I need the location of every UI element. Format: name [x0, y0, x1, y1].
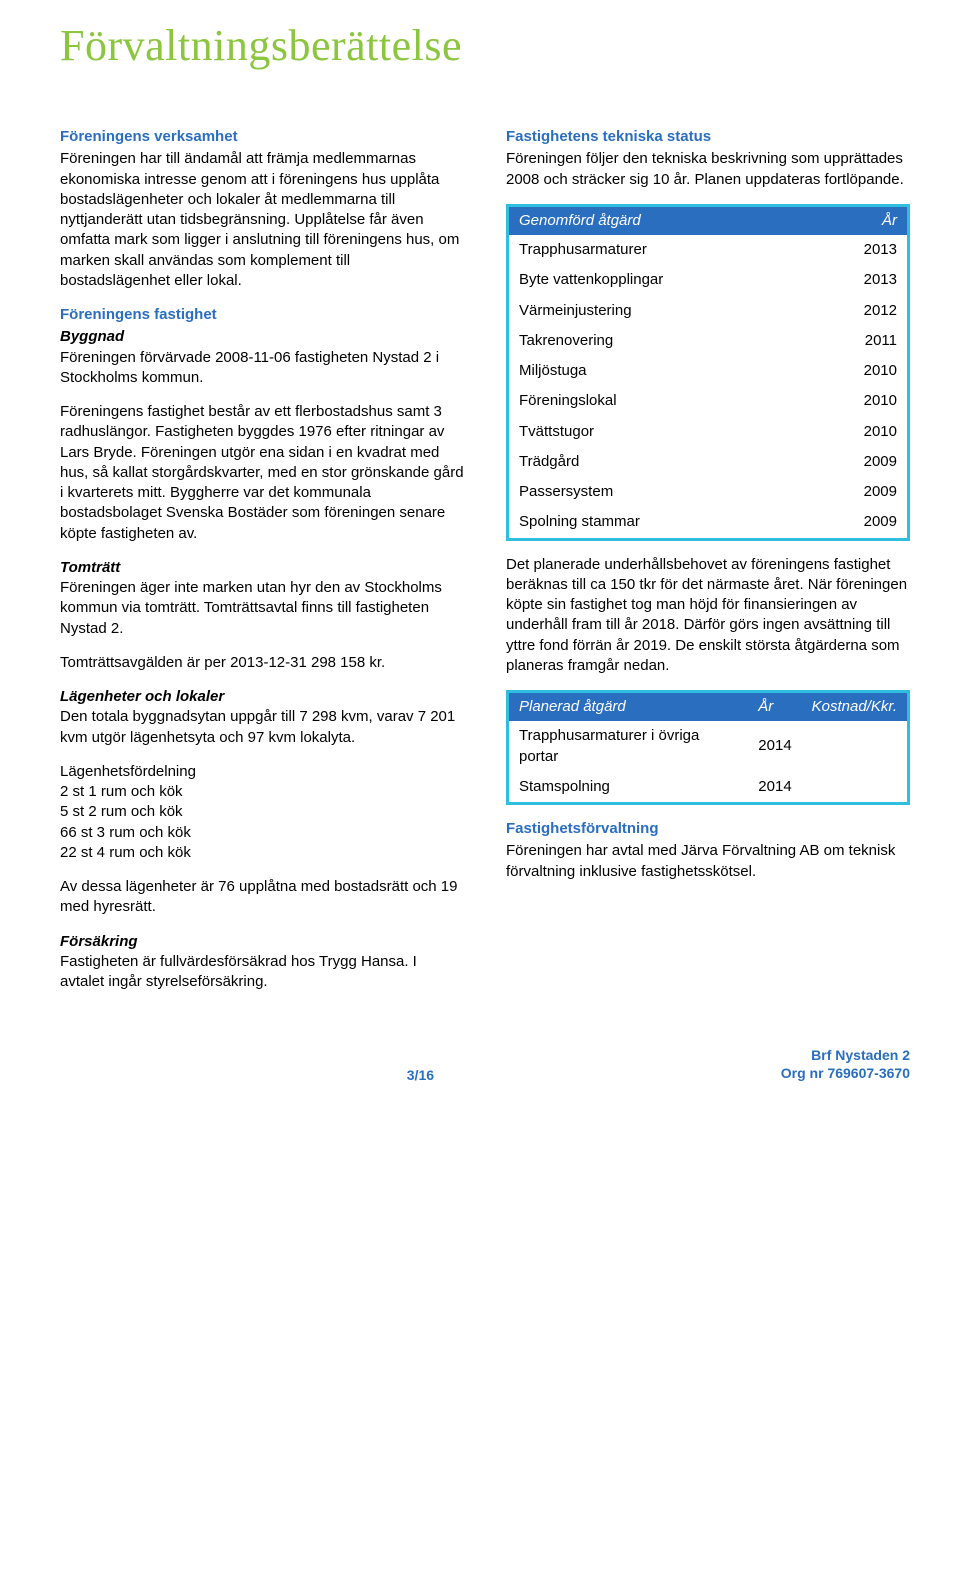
table-row: Trapphusarmaturer i övriga portar2014 [508, 721, 909, 772]
subheading-forsakring: Försäkring [60, 932, 464, 952]
table-header: År [809, 205, 909, 235]
body-text: Den totala byggnadsytan uppgår till 7 29… [60, 707, 464, 748]
page-title: Förvaltningsberättelse [60, 20, 910, 71]
table-row: Takrenovering2011 [508, 326, 909, 356]
page: Förvaltningsberättelse Föreningens verks… [0, 0, 960, 1123]
section-heading-forvaltning: Fastighetsförvaltning [506, 819, 910, 839]
table-header: Planerad åtgärd [508, 692, 749, 722]
completed-actions-table: Genomförd åtgärd År Trapphusarmaturer201… [506, 204, 910, 541]
left-column: Föreningens verksamhet Föreningen har ti… [60, 127, 464, 1006]
body-text: Föreningen har till ändamål att främja m… [60, 149, 464, 291]
planned-actions-table: Planerad åtgärd År Kostnad/Kkr. Trapphus… [506, 690, 910, 805]
body-text: Föreningen följer den tekniska beskrivni… [506, 149, 910, 190]
apartments-breakdown: Lägenhetsfördelning 2 st 1 rum och kök 5… [60, 762, 464, 863]
body-text: Föreningen äger inte marken utan hyr den… [60, 578, 464, 639]
org-number: Org nr 769607-3670 [781, 1064, 910, 1082]
right-column: Fastighetens tekniska status Föreningen … [506, 127, 910, 1006]
table-row: Miljöstuga2010 [508, 356, 909, 386]
table-header: Genomförd åtgärd [508, 205, 809, 235]
table-row: Trapphusarmaturer2013 [508, 235, 909, 265]
brf-name: Brf Nystaden 2 [781, 1046, 910, 1064]
table-row: Trädgård2009 [508, 447, 909, 477]
body-text: Fastigheten är fullvärdesförsäkrad hos T… [60, 952, 464, 993]
body-text: Tomträttsavgälden är per 2013-12-31 298 … [60, 653, 464, 673]
body-text: Det planerade underhållsbehovet av fören… [506, 555, 910, 677]
body-text: Av dessa lägenheter är 76 upplåtna med b… [60, 877, 464, 918]
page-footer: 3/16 Brf Nystaden 2 Org nr 769607-3670 [60, 1046, 910, 1082]
body-text: Föreningens fastighet består av ett fler… [60, 402, 464, 544]
table-row: Byte vattenkopplingar2013 [508, 265, 909, 295]
section-heading-teknisk-status: Fastighetens tekniska status [506, 127, 910, 147]
subheading-tomtratt: Tomträtt [60, 558, 464, 578]
section-heading-verksamhet: Föreningens verksamhet [60, 127, 464, 147]
body-text: Föreningen har avtal med Järva Förvaltni… [506, 841, 910, 882]
table-row: Föreningslokal2010 [508, 386, 909, 416]
table-row: Passersystem2009 [508, 477, 909, 507]
subheading-byggnad: Byggnad [60, 327, 464, 347]
section-heading-fastighet: Föreningens fastighet [60, 305, 464, 325]
table-header: År [748, 692, 801, 722]
table-row: Tvättstugor2010 [508, 417, 909, 447]
page-number: 3/16 [407, 1067, 434, 1083]
table-row: Stamspolning2014 [508, 772, 909, 804]
subheading-lagenheter: Lägenheter och lokaler [60, 687, 464, 707]
two-column-layout: Föreningens verksamhet Föreningen har ti… [60, 127, 910, 1006]
table-row: Spolning stammar2009 [508, 507, 909, 539]
table-row: Värmeinjustering2012 [508, 296, 909, 326]
org-info: Brf Nystaden 2 Org nr 769607-3670 [781, 1046, 910, 1082]
table-header: Kostnad/Kkr. [802, 692, 909, 722]
body-text: Föreningen förvärvade 2008-11-06 fastigh… [60, 348, 464, 389]
